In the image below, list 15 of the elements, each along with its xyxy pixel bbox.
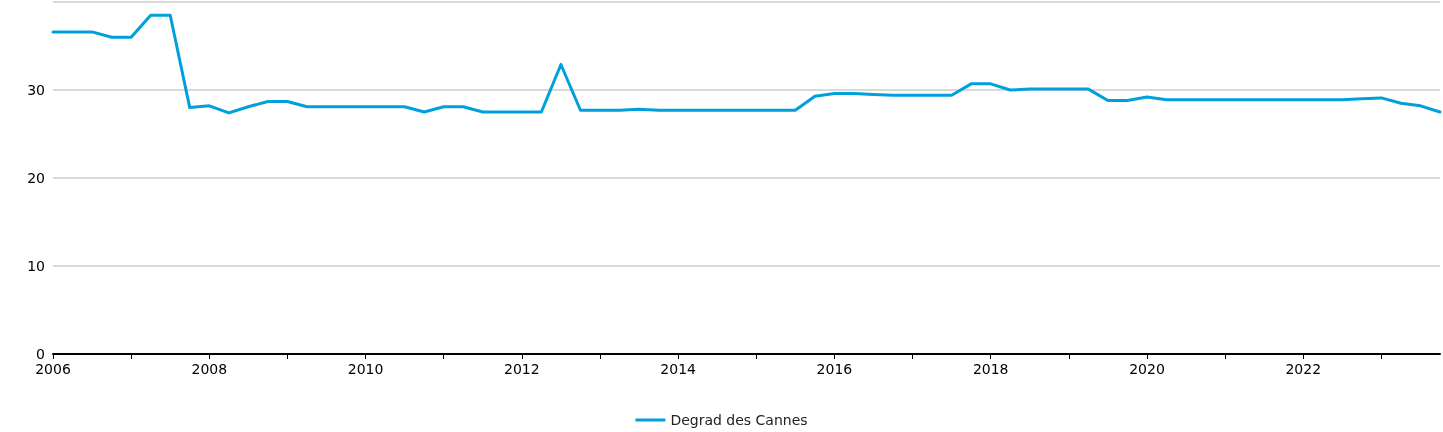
y-tick-label: 20 xyxy=(27,170,45,186)
x-tick-label: 2010 xyxy=(347,361,384,377)
x-tick-label: 2016 xyxy=(816,361,853,377)
x-tick-label: 2020 xyxy=(1129,361,1165,377)
line-series xyxy=(51,13,1442,115)
x-tick-label: 2022 xyxy=(1285,361,1322,377)
x-tick-label: 2008 xyxy=(191,361,228,377)
y-tick-label: 10 xyxy=(27,258,45,274)
x-tick-label: 2012 xyxy=(504,361,540,377)
x-tick-label: 2014 xyxy=(660,361,697,377)
y-tick-label: 0 xyxy=(36,346,45,362)
x-tick-label: 2006 xyxy=(35,361,71,377)
legend-label: Degrad des Cannes xyxy=(670,412,808,428)
y-tick-label: 30 xyxy=(27,82,45,98)
x-tick-label: 2018 xyxy=(972,361,1009,377)
